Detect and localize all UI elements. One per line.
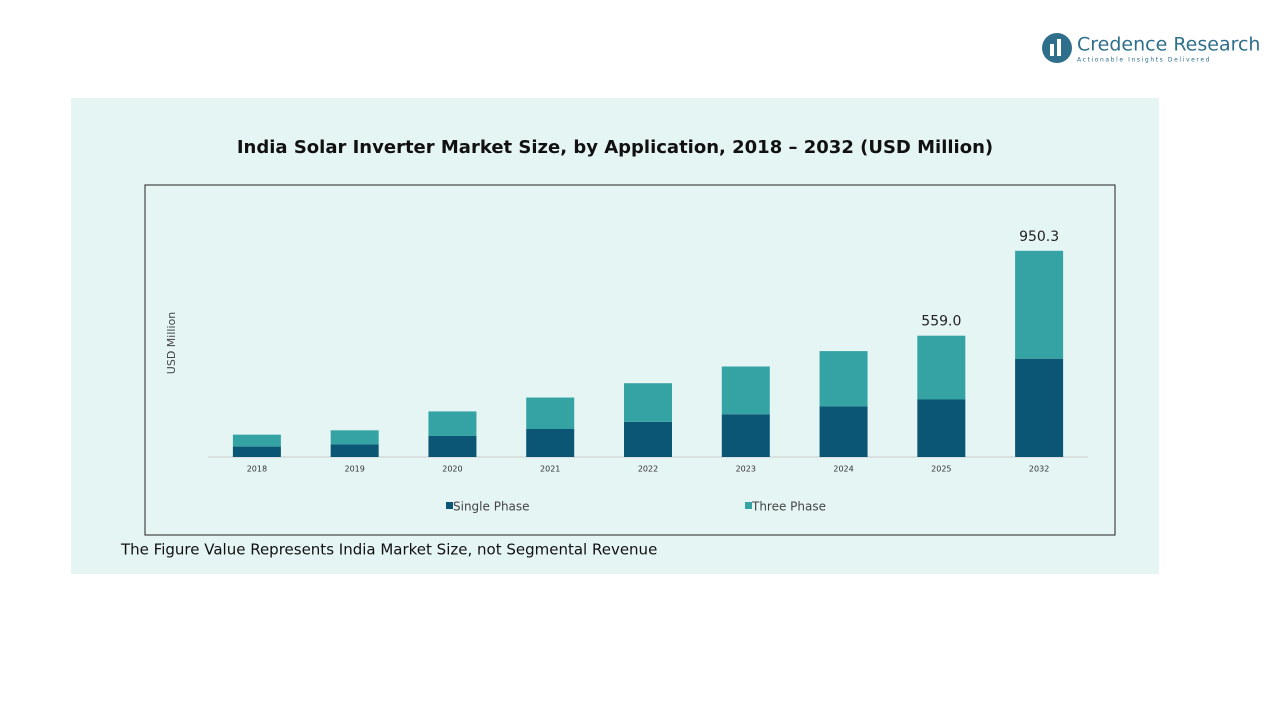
bar-segment [1015,358,1064,457]
x-tick-label: 2020 [442,465,462,474]
bar-segment [721,414,770,457]
chart-frame [144,184,1116,536]
x-tick-label: 2021 [540,465,560,474]
x-tick-label: 2025 [931,465,951,474]
bar-segment [428,435,477,457]
bar-segment [819,351,868,407]
x-tick-label: 2023 [736,465,756,474]
legend-swatch [446,502,453,509]
bar-segment [917,335,966,400]
x-tick-label: 2032 [1029,465,1049,474]
bar-segment [232,434,281,447]
logo-icon-bar [1057,39,1061,56]
bar-segment [721,366,770,415]
bar-segment [624,383,672,422]
total-label: 950.3 [1019,229,1059,245]
logo-icon-bar [1050,44,1054,56]
total-label: 559.0 [921,314,961,330]
bar-segment [330,430,379,445]
bar-segment [330,444,379,457]
bar-segment [624,421,672,457]
chart-title: India Solar Inverter Market Size, by App… [237,137,993,158]
logo-name: Credence Research [1077,34,1260,56]
logo: Credence Research Actionable Insights De… [1042,33,1260,64]
legend-label: Three Phase [751,500,826,514]
x-tick-label: 2024 [833,465,853,474]
bar-segment [526,429,575,457]
bar-segment [1015,250,1064,359]
bar-segment [819,406,868,457]
logo-tagline: Actionable Insights Delivered [1077,57,1211,64]
legend-swatch [745,502,752,509]
bar-segment [428,411,477,436]
x-tick-label: 2018 [247,465,267,474]
bar-segment [526,397,575,430]
x-tick-label: 2022 [638,465,658,474]
bar-segment [917,399,966,457]
legend-label: Single Phase [453,500,530,514]
bar-segment [232,446,281,457]
y-axis-label: USD Million [165,312,178,374]
x-tick-label: 2019 [344,465,364,474]
footnote: The Figure Value Represents India Market… [120,541,657,559]
panel [71,98,1159,574]
